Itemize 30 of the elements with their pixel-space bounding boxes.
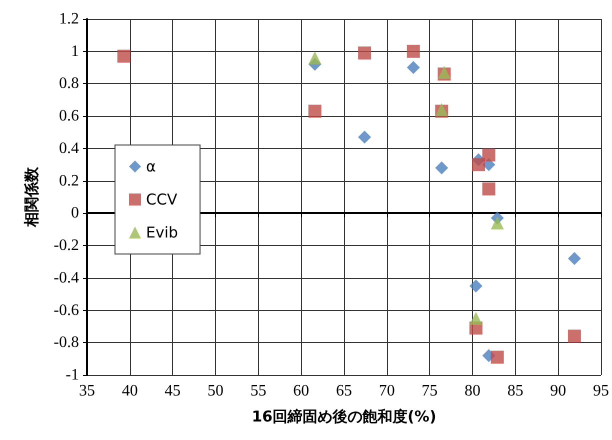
x-tick-label: 85 bbox=[507, 382, 524, 400]
y-tick-label: 0.2 bbox=[59, 172, 79, 190]
x-tick-label: 35 bbox=[79, 382, 95, 400]
y-tick-label: 1.2 bbox=[59, 10, 79, 28]
x-tick-label: 65 bbox=[336, 382, 352, 400]
y-axis-title: 相関係数 bbox=[22, 166, 40, 228]
x-tick-label: 55 bbox=[250, 382, 266, 400]
y-tick-label: -0.8 bbox=[54, 334, 79, 352]
legend-label: Evib bbox=[146, 224, 178, 242]
x-tick-label: 75 bbox=[422, 382, 438, 400]
x-tick-label: 95 bbox=[593, 382, 609, 400]
y-tick-label: 0.8 bbox=[59, 75, 79, 92]
x-tick-label: 80 bbox=[464, 382, 480, 400]
y-tick-label: 0.6 bbox=[59, 108, 79, 125]
x-tick-label: 50 bbox=[208, 382, 224, 400]
y-tick-label: -0.4 bbox=[54, 269, 79, 286]
y-tick-label: -1 bbox=[66, 366, 79, 384]
y-tick-label: 0.4 bbox=[59, 140, 79, 157]
y-tick-label: 1 bbox=[71, 42, 79, 60]
y-tick-label: -0.2 bbox=[54, 237, 79, 254]
x-tick-label: 45 bbox=[164, 382, 181, 400]
legend-label: CCV bbox=[146, 190, 178, 208]
x-tick-label: 40 bbox=[122, 382, 138, 400]
x-tick-label: 70 bbox=[378, 382, 395, 400]
y-tick-label: 0 bbox=[71, 204, 79, 222]
legend-label: α bbox=[146, 158, 156, 176]
x-tick-label: 90 bbox=[550, 382, 566, 400]
x-axis-title: 16回締固め後の飽和度(%) bbox=[252, 408, 436, 426]
x-tick-label: 60 bbox=[293, 382, 310, 400]
y-tick-label: -0.6 bbox=[54, 302, 79, 319]
